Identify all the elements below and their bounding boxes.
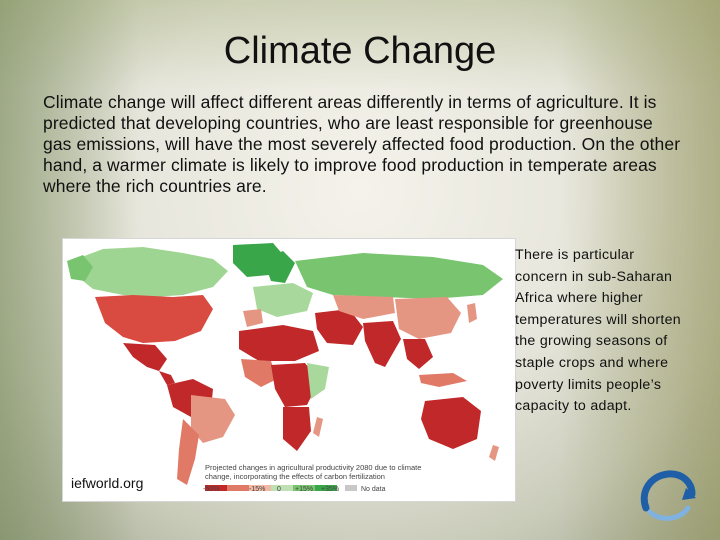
slide-paragraph: Climate change will affect different are… [43,92,681,196]
map-southeast-asia [403,339,433,369]
map-japan [467,303,477,323]
legend-swatch [271,485,293,491]
legend-label: No data [361,486,386,493]
map-north-africa [239,325,319,361]
map-new-zealand [489,445,499,461]
map-east-africa [307,363,329,399]
map-alaska [67,255,93,281]
legend-label: 0 [277,486,281,493]
swirl-logo-icon [640,470,696,521]
legend-label: +35% [321,486,340,493]
map-iberia [243,309,263,327]
map-south-america-south [177,419,199,485]
background-right [560,0,720,540]
map-mexico [123,343,167,371]
side-note: There is particular concern in sub-Sahar… [515,247,681,415]
world-map-figure: iefworld.org Projected changes in agricu… [62,238,516,502]
map-brazil [191,395,235,443]
map-legend-title: Projected changes in agricultural produc… [205,463,422,481]
legend-label: +15% [295,486,314,493]
map-canada [71,247,228,297]
map-russia [295,253,503,299]
map-indonesia [419,373,467,387]
map-china [395,297,461,339]
world-map-image [67,243,503,485]
map-madagascar [313,417,323,437]
map-middle-east [315,309,363,345]
map-central-africa [271,363,319,407]
map-india [363,321,401,367]
map-central-asia [333,295,395,319]
legend-swatch [227,485,249,491]
legend-swatch [249,485,271,491]
map-europe [253,283,313,317]
legend-no-data-swatch [345,485,357,491]
legend-label: -15% [249,486,266,493]
map-southern-africa [283,407,311,451]
legend-swatch [315,485,337,491]
slide-title: Climate Change [223,30,497,72]
map-scandinavia [263,251,295,283]
map-central-america [159,371,175,385]
legend-swatch [205,485,227,491]
legend-swatch [293,485,315,491]
map-credit: iefworld.org [71,475,144,491]
map-usa [95,295,213,343]
legend-label: -50% [203,486,220,493]
map-west-africa [241,359,277,387]
map-legend-scale [205,485,337,491]
map-australia [421,397,481,449]
